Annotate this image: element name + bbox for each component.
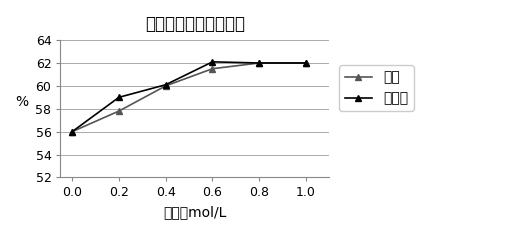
柠檬酸: [69, 130, 75, 133]
Y-axis label: %: %: [15, 95, 28, 109]
X-axis label: 酸浓度mol/L: 酸浓度mol/L: [163, 205, 227, 219]
盐酸: [69, 130, 75, 133]
盐酸: [116, 110, 122, 113]
柠檬酸: [303, 62, 309, 64]
Legend: 盐酸, 柠檬酸: 盐酸, 柠檬酸: [339, 65, 414, 111]
Title: 不同酸对水解度的影响: 不同酸对水解度的影响: [145, 15, 245, 33]
盐酸: [303, 62, 309, 64]
盐酸: [256, 62, 262, 64]
柠檬酸: [256, 62, 262, 64]
Line: 柠檬酸: 柠檬酸: [69, 58, 309, 135]
盐酸: [209, 67, 216, 70]
盐酸: [163, 84, 169, 87]
柠檬酸: [116, 96, 122, 99]
Line: 盐酸: 盐酸: [69, 59, 309, 135]
柠檬酸: [209, 60, 216, 63]
柠檬酸: [163, 83, 169, 86]
